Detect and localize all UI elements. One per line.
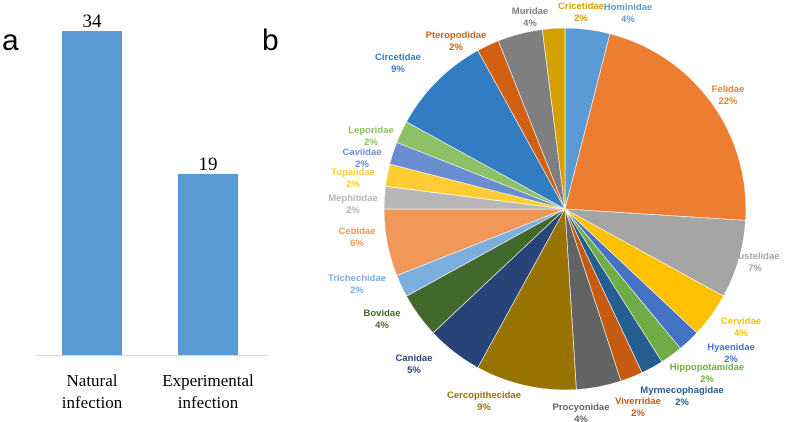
pie-pct-tupaiidae: 2% <box>346 179 360 190</box>
pie-label-leporidae: Leporidae <box>348 125 393 136</box>
pie-slice-cricetidae <box>541 27 566 210</box>
bar-0 <box>62 31 122 355</box>
pie-pct-circetidae: 9% <box>391 64 405 75</box>
pie-pct-pteropodidae: 2% <box>449 42 463 53</box>
panel-label-b: b <box>262 24 279 57</box>
pie-label-myrmecophagidae: Myrmecophagidae <box>640 385 723 396</box>
pie-label-bovidae: Bovidae <box>364 308 401 319</box>
pie-pct-canidae: 5% <box>407 365 421 376</box>
pie-label-hyaenidae: Hyaenidae <box>707 342 755 353</box>
pie-pct-mephitidae: 2% <box>346 205 360 216</box>
pie-pct-cebidae: 6% <box>350 238 364 249</box>
pie-label-caviidae: Caviidae <box>342 147 381 158</box>
pie-label-canidae: Canidae <box>396 353 433 364</box>
x-tick-label-0: Natural infection <box>62 371 123 412</box>
pie-label-hippopotamidae: Hippopotamidae <box>670 362 744 373</box>
pie-label-tupaiidae: Tupaiidae <box>331 167 375 178</box>
pie-label-cebidae: Cebidae <box>339 226 376 237</box>
panel-label-a: a <box>2 24 19 57</box>
pie-label-viverridae: Viverridae <box>615 396 661 407</box>
pie-pct-muridae: 4% <box>523 18 537 29</box>
pie-pct-mustelidae: 7% <box>748 263 762 274</box>
bar-value-label-1: 19 <box>199 154 218 175</box>
pie-pct-cercopithecidae: 9% <box>477 402 491 413</box>
pie-label-cervidae: Cervidae <box>721 316 761 327</box>
bar-chart: 34 Natural infection 19 Experimental infectio… <box>36 11 268 412</box>
pie-pct-hyaenidae: 2% <box>724 354 738 365</box>
pie-label-felidae: Felidae <box>712 84 745 95</box>
pie-slice-cercopithecidae <box>477 207 577 391</box>
pie-pct-viverridae: 2% <box>631 408 645 419</box>
pie-label-hominidae: Hominidae <box>604 2 653 13</box>
pie-chart: Hominidae4%Felidae22%Mustelidae7%Cervida… <box>328 1 780 422</box>
bar-1 <box>178 173 238 355</box>
pie-pct-leporidae: 2% <box>364 137 378 148</box>
pie-pct-cervidae: 4% <box>734 328 748 339</box>
pie-pct-felidae: 22% <box>718 96 738 107</box>
pie-label-circetidae: Circetidae <box>375 52 421 63</box>
pie-pct-hippopotamidae: 2% <box>700 374 714 385</box>
pie-label-cricetidae: Cricetidae <box>558 1 604 12</box>
pie-pct-bovidae: 4% <box>375 320 389 331</box>
pie-label-mustelidae: Mustelidae <box>730 251 779 262</box>
pie-label-cercopithecidae: Cercopithecidae <box>447 390 521 401</box>
pie-pct-trichechidae: 2% <box>350 285 364 296</box>
pie-pct-cricetidae: 2% <box>574 13 588 24</box>
pie-label-pteropodidae: Pteropodidae <box>426 30 487 41</box>
pie-pct-myrmecophagidae: 2% <box>675 397 689 408</box>
pie-slice-felidae <box>564 33 747 221</box>
pie-label-trichechidae: Trichechidae <box>328 273 386 284</box>
pie-label-procyonidae: Procyonidae <box>552 402 609 413</box>
pie-label-muridae: Muridae <box>512 6 548 17</box>
bar-value-label-0: 34 <box>83 11 103 32</box>
pie-pct-hominidae: 4% <box>621 14 635 25</box>
pie-pct-caviidae: 2% <box>355 159 369 170</box>
pie-slice-circetidae <box>405 49 566 210</box>
x-tick-label-1: Experimental infection <box>162 371 254 412</box>
pie-label-mephitidae: Mephitidae <box>328 193 378 204</box>
pie-pct-procyonidae: 4% <box>574 414 588 422</box>
